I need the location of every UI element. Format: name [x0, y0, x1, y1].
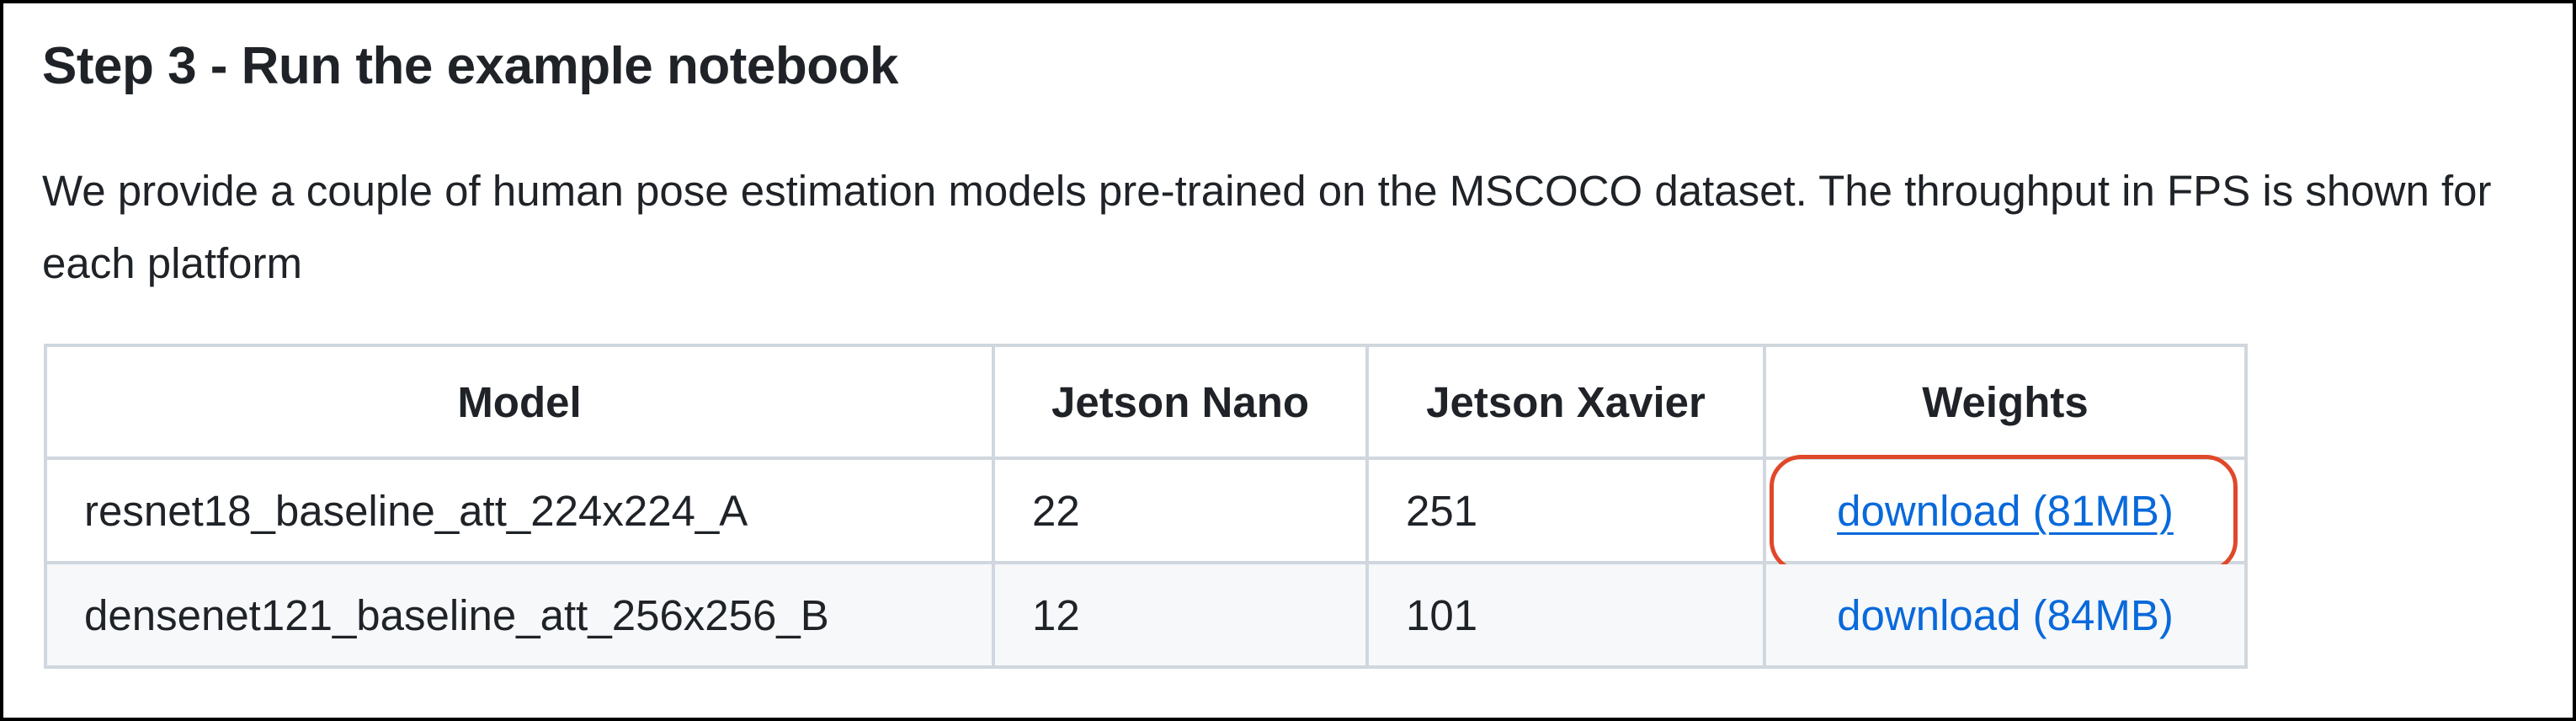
cell-weights: download (84MB) — [1763, 561, 2248, 669]
column-header-jetson-xavier: Jetson Xavier — [1365, 344, 1766, 460]
table-header: Model Jetson Nano Jetson Xavier Weights — [44, 344, 2248, 460]
table-header-row: Model Jetson Nano Jetson Xavier Weights — [44, 344, 2248, 460]
models-table-wrapper: Model Jetson Nano Jetson Xavier Weights … — [44, 344, 2248, 669]
cell-jetson-xavier-fps: 251 — [1365, 457, 1766, 564]
section-heading: Step 3 - Run the example notebook — [42, 37, 898, 95]
download-weights-link-resnet18[interactable]: download (81MB) — [1837, 486, 2174, 535]
download-weights-link-densenet121[interactable]: download (84MB) — [1837, 590, 2174, 639]
models-table: Model Jetson Nano Jetson Xavier Weights … — [44, 344, 2248, 669]
column-header-jetson-nano: Jetson Nano — [992, 344, 1369, 460]
table-row: resnet18_baseline_att_224x224_A 22 251 d… — [44, 455, 2248, 573]
table-row: densenet121_baseline_att_256x256_B 12 10… — [44, 561, 2248, 669]
column-header-model: Model — [44, 344, 995, 460]
column-header-weights: Weights — [1763, 344, 2248, 460]
cell-jetson-nano-fps: 22 — [992, 457, 1369, 564]
readme-section: Step 3 - Run the example notebook We pro… — [42, 3, 2547, 300]
cell-weights: download (81MB) — [1763, 455, 2248, 573]
table-body: resnet18_baseline_att_224x224_A 22 251 d… — [44, 455, 2248, 669]
cell-model-name: densenet121_baseline_att_256x256_B — [44, 561, 995, 669]
cell-model-name: resnet18_baseline_att_224x224_A — [44, 457, 995, 564]
cell-jetson-xavier-fps: 101 — [1365, 561, 1766, 669]
cell-jetson-nano-fps: 12 — [992, 561, 1369, 669]
section-intro-text: We provide a couple of human pose estima… — [42, 167, 2492, 287]
